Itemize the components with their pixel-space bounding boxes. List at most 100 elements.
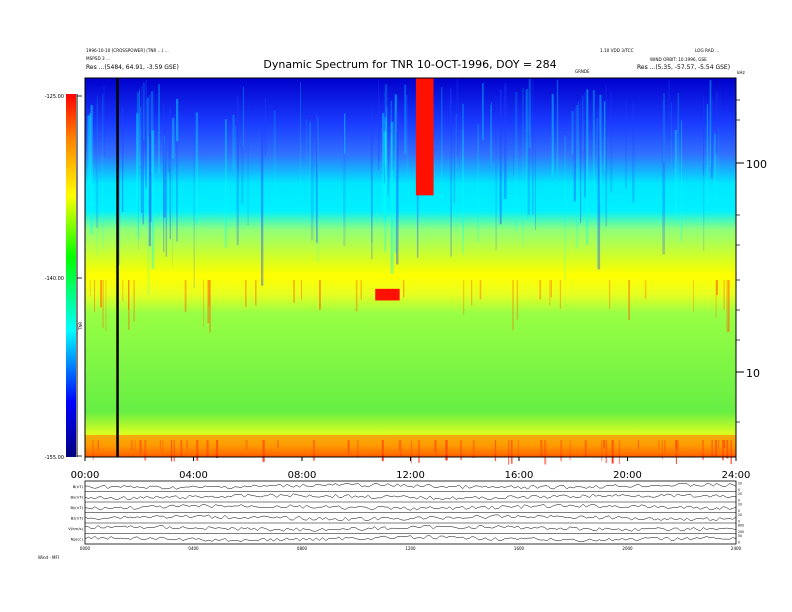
- spectrum-streak: [225, 119, 227, 248]
- spectrum-streak: [193, 128, 195, 288]
- mid-freq-streak: [255, 280, 257, 306]
- header-left-block: 1996-10-10 [CROSSPOWER] (TNR ...) ... MS…: [86, 48, 179, 71]
- time-tick-label: 20:00: [613, 470, 642, 481]
- spectrum-streak: [236, 96, 239, 246]
- timeseries-right-tick: 200: [738, 530, 744, 534]
- spectrum-streak: [103, 86, 106, 158]
- freq-tick-100: 100: [746, 158, 767, 171]
- spectrum-streak: [317, 117, 319, 263]
- spectrum-streak: [387, 124, 389, 196]
- timeseries-x-tick-label: 0800: [297, 546, 308, 551]
- spectrum-streak: [703, 96, 704, 175]
- timeseries-footer-label: Wind - MFI: [38, 555, 59, 560]
- spectrum-streak: [625, 98, 627, 189]
- timeseries-row-label: Np(cc): [71, 536, 84, 541]
- timeseries-trace: [84, 525, 737, 532]
- mid-freq-streak: [89, 280, 91, 297]
- spectrum-streak: [711, 98, 713, 179]
- mid-freq-streak: [716, 280, 718, 296]
- spectrum-streak: [453, 128, 455, 204]
- timeseries-trace: [84, 503, 737, 511]
- spectrum-streak: [371, 136, 373, 243]
- spectrum-streak: [449, 88, 452, 135]
- mid-freq-streak: [715, 280, 717, 318]
- spectrum-streak: [525, 89, 529, 220]
- spectrum-streak: [371, 110, 373, 260]
- timeseries-right-tick: 800: [738, 524, 744, 528]
- spectrum-streak: [383, 91, 385, 183]
- spectrum-streak: [582, 95, 584, 151]
- spectrum-streak: [605, 85, 607, 227]
- mid-freq-streak: [609, 280, 611, 309]
- mid-freq-streak: [208, 280, 210, 306]
- spectrum-streak: [597, 110, 601, 270]
- spectrum-streak: [390, 122, 394, 274]
- mid-freq-streak: [122, 280, 124, 301]
- spectrum-streak: [596, 117, 598, 269]
- timeseries-right-tick: 20: [738, 482, 742, 486]
- header-right-unit: kHz: [737, 70, 746, 75]
- timeseries-right-tick: 0: [738, 488, 740, 492]
- mid-freq-streak: [245, 280, 247, 307]
- spectrum-streak: [715, 91, 718, 153]
- timeseries-x-tick-label: 1200: [405, 546, 416, 551]
- spectrum-streak: [89, 113, 91, 206]
- spectrum-streak: [176, 98, 179, 142]
- mid-freq-streak: [516, 280, 519, 320]
- spectrum-streak: [390, 100, 393, 159]
- timeseries-trace: [84, 535, 737, 542]
- timeseries-trace: [84, 482, 737, 490]
- mid-freq-streak: [723, 280, 725, 310]
- time-tick-label: 24:00: [722, 470, 751, 481]
- spectrum-streak: [195, 112, 199, 224]
- spectrum-streak: [455, 113, 457, 233]
- mid-freq-streak: [539, 280, 542, 300]
- timeseries-x-tick-label: 0400: [188, 546, 199, 551]
- mid-freq-streak: [693, 280, 694, 312]
- spectrum-streak: [477, 123, 479, 242]
- header-mid-small: GRNDE: [575, 69, 590, 74]
- time-tick-label: 08:00: [288, 470, 317, 481]
- spectrum-streak: [441, 87, 443, 220]
- spectrum-streak: [535, 129, 536, 230]
- mid-freq-streak: [105, 280, 107, 332]
- timeseries-row-label: By(nT): [70, 505, 83, 510]
- spectrum-streak: [234, 125, 237, 182]
- spectrum-streak: [384, 117, 387, 167]
- spectrogram-background: [85, 78, 736, 457]
- timeseries-panel: B(nT)200Bx(nT)200By(nT)200Bz(nT)200V(km/…: [38, 480, 744, 560]
- spectrum-streak: [662, 100, 665, 255]
- timeseries-x-tick-label: 2400: [731, 546, 742, 551]
- spectrum-streak: [148, 94, 151, 247]
- time-tick-label: 04:00: [179, 470, 208, 481]
- spectrum-streak: [674, 130, 677, 220]
- spectrum-streak: [610, 91, 613, 193]
- spectrum-streak: [300, 81, 301, 211]
- spectrum-streak: [681, 120, 682, 242]
- spectrum-streak: [551, 94, 554, 178]
- spectrum-streak: [158, 84, 160, 174]
- spectrum-streak: [90, 105, 93, 234]
- header-right-line-1: 1.10 VDD 3/TCC: [600, 48, 634, 53]
- spectrum-streak: [151, 130, 155, 270]
- spectrum-streak: [163, 117, 166, 218]
- spectrum-streak: [663, 92, 665, 163]
- spectrum-streak: [391, 135, 393, 266]
- spectrum-streak: [382, 113, 385, 210]
- spectrum-streak: [577, 101, 579, 176]
- mid-freq-streak: [301, 280, 302, 300]
- mid-freq-streak: [549, 280, 551, 306]
- timeseries-right-tick: 20: [738, 503, 742, 507]
- spectrum-streak: [138, 110, 139, 250]
- mid-freq-streak: [128, 280, 129, 310]
- spectrum-streak: [136, 113, 139, 203]
- spectrum-streak: [169, 108, 171, 240]
- spectrum-streak: [384, 131, 387, 252]
- time-tick-label: 12:00: [396, 470, 425, 481]
- spectrum-streak: [118, 106, 121, 265]
- spectrum-streak: [141, 86, 143, 213]
- spectrum-streak: [564, 135, 567, 281]
- spectrum-streak: [172, 118, 175, 159]
- mid-freq-streak: [463, 280, 465, 315]
